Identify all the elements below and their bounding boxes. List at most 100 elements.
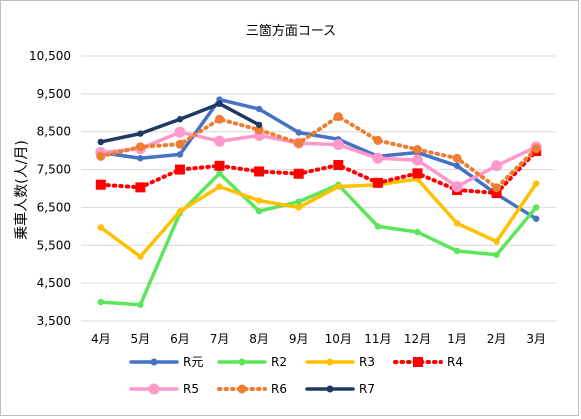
data-point [215,114,225,124]
series-line [99,97,538,221]
data-point [414,228,421,236]
legend-label: R元 [183,355,203,369]
series-R3 [97,175,540,260]
data-point [176,151,184,158]
y-tick-label: 4,500 [37,276,71,290]
data-point [255,105,263,113]
data-point [453,162,461,169]
data-point [293,168,304,179]
data-point [137,253,144,260]
legend-item-R3: R3 [305,355,375,369]
data-point [295,198,302,205]
data-point [333,160,344,171]
series-line [98,149,539,196]
y-axis-title: 乗車人数(人/月) [13,140,30,240]
data-point [255,197,263,204]
data-point [333,112,343,122]
data-point [174,126,186,138]
legend-swatch-marker [413,357,423,367]
legend-label: R3 [359,355,375,369]
data-point [412,168,423,179]
data-point [533,180,540,187]
data-point [453,247,461,255]
data-point [176,208,184,215]
data-point [137,301,144,308]
data-point [254,125,264,135]
data-point [294,138,304,148]
y-tick-label: 7,500 [37,163,71,177]
x-tick-label: 2月 [487,332,507,346]
y-tick-label: 10,500 [29,49,71,63]
data-point [216,100,223,107]
data-point [533,204,540,211]
data-point [372,152,384,164]
x-tick-label: 5月 [131,332,151,346]
data-point [295,129,302,136]
series-layer [95,96,542,308]
data-point [335,183,342,190]
data-point [96,151,106,161]
x-tick-label: 3月 [526,332,546,346]
legend-item-R4: R4 [393,355,463,369]
data-point [95,179,106,190]
series-R4 [95,146,542,199]
x-tick-label: 11月 [364,332,391,346]
data-point [373,135,383,145]
x-tick-label: 4月 [91,332,111,346]
legend-item-R7: R7 [305,382,375,396]
legend-label: R6 [271,382,287,396]
data-point [214,160,225,171]
series-line [98,114,539,190]
x-tick-label: 12月 [404,332,431,346]
data-point [412,145,422,155]
legend-item-R6: R6 [217,382,287,396]
data-point [97,138,104,146]
legend-label: R5 [183,382,199,396]
legend-label: R7 [359,382,375,396]
y-tick-label: 6,500 [37,200,71,214]
legend: R元 R2 R3 R4 R5 R6 R7 [129,355,463,396]
legend-swatch-marker [237,384,247,394]
legend-swatch-marker [326,358,334,366]
legend-swatch-marker [238,358,246,366]
data-point [491,188,502,199]
data-point [175,139,185,149]
x-tick-label: 10月 [325,332,352,346]
data-point [216,170,223,177]
data-point [491,160,503,172]
x-tick-label: 9月 [289,332,309,346]
data-point [255,208,263,215]
y-tick-label: 3,500 [37,314,71,328]
chart-title: 三箇方面コース [246,23,336,39]
x-tick-label: 6月 [170,332,190,346]
data-point [531,144,541,154]
legend-item-R5: R5 [129,382,199,396]
legend-item-R2: R2 [217,355,287,369]
legend-label: R4 [447,355,463,369]
data-point [453,220,461,227]
x-tick-label: 1月 [447,332,467,346]
series-R元 [97,96,540,222]
data-point [374,223,382,230]
data-point [295,204,302,211]
data-point [214,135,226,147]
data-point [135,142,145,152]
y-tick-label: 5,500 [37,238,71,252]
series-line [99,130,538,189]
series-R7 [97,100,263,146]
data-point [332,139,344,151]
y-tick-label: 8,500 [37,125,71,139]
data-point [137,155,144,162]
data-point [451,181,463,193]
y-tick-labels: 3,500 4,500 5,500 6,500 7,500 8,500 9,500 10,50… [29,49,71,328]
data-point [411,154,423,166]
legend-swatch-marker [150,358,158,366]
data-point [135,182,146,193]
y-tick-label: 9,500 [37,87,71,101]
data-point [97,224,104,231]
x-tick-labels: 4月 5月 6月 7月 8月 9月 10月 11月 12月 1月 2月 3月 [91,332,546,346]
data-point [493,251,500,258]
series-line [99,177,538,259]
data-point [372,177,383,188]
